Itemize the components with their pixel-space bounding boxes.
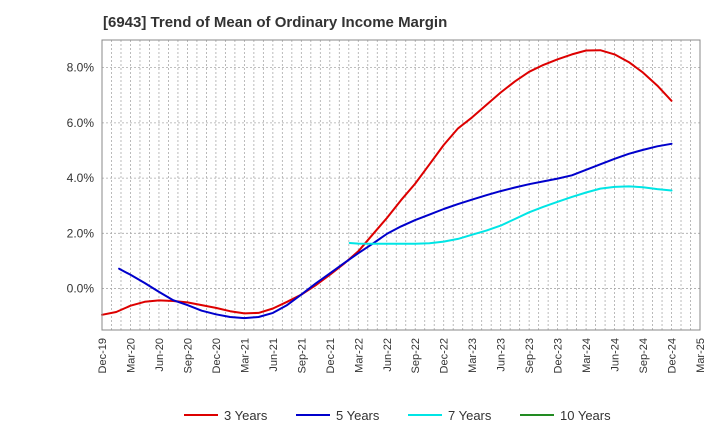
x-tick-label: Sep-23: [524, 338, 536, 373]
series-line-5-years: [118, 142, 673, 320]
x-tick-label: Jun-24: [610, 338, 622, 372]
legend: 3 Years 5 Years 7 Years 10 Years: [184, 408, 611, 423]
x-tick-label: Mar-20: [125, 338, 137, 373]
y-tick-label: 6.0%: [67, 116, 95, 130]
legend-label: 3 Years: [224, 408, 268, 423]
x-tick-label: Jun-21: [268, 338, 280, 372]
chart-title: [6943] Trend of Mean of Ordinary Income …: [103, 14, 448, 31]
x-tick-label: Dec-22: [439, 338, 451, 373]
y-tick-label: 8.0%: [67, 61, 95, 75]
x-tick-label: Mar-25: [695, 338, 707, 373]
series-line-7-years: [348, 185, 673, 245]
x-tick-label: Mar-21: [239, 338, 251, 373]
grid: [101, 40, 701, 330]
x-tick-label: Sep-24: [638, 338, 650, 373]
x-tick-label: Jun-20: [154, 338, 166, 372]
x-tick-label: Dec-24: [667, 338, 679, 373]
y-axis: 0.0% 2.0% 4.0% 6.0% 8.0%: [67, 61, 95, 296]
series-line-3-years: [101, 49, 673, 316]
legend-label: 10 Years: [560, 408, 611, 423]
x-tick-label: Dec-19: [97, 338, 109, 373]
series-lines: [101, 49, 673, 320]
x-tick-label: Sep-20: [182, 338, 194, 373]
y-tick-label: 4.0%: [67, 171, 95, 185]
x-tick-label: Jun-23: [496, 338, 508, 372]
plot-frame: [101, 39, 701, 331]
x-tick-label: Dec-21: [325, 338, 337, 373]
x-tick-label: Dec-23: [553, 338, 565, 373]
y-tick-label: 0.0%: [67, 282, 95, 296]
x-tick-label: Mar-23: [467, 338, 479, 373]
legend-label: 7 Years: [448, 408, 492, 423]
x-tick-label: Jun-22: [382, 338, 394, 372]
x-tick-label: Mar-24: [581, 338, 593, 373]
legend-label: 5 Years: [336, 408, 380, 423]
x-tick-label: Sep-21: [296, 338, 308, 373]
x-axis: Dec-19 Mar-20 Jun-20 Sep-20 Dec-20 Mar-21 Jun-…: [97, 338, 707, 373]
x-tick-label: Dec-20: [211, 338, 223, 373]
x-tick-label: Mar-22: [353, 338, 365, 373]
y-tick-label: 2.0%: [67, 226, 95, 240]
x-tick-label: Sep-22: [410, 338, 422, 373]
